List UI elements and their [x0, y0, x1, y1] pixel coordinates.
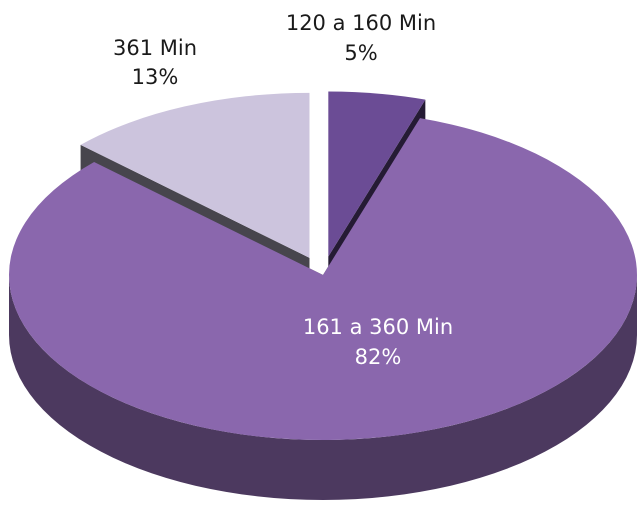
slice-label-361: 361 Min	[113, 36, 197, 60]
slice-value-161-360: 82%	[355, 345, 402, 369]
slice-top-361-min	[80, 92, 310, 258]
slice-side-161-a-360-min	[9, 275, 637, 500]
slice-value-120-160: 5%	[344, 41, 377, 65]
pie-top-layer	[8, 91, 637, 440]
slice-label-120-160: 120 a 160 Min	[286, 11, 436, 35]
slice-label-161-360: 161 a 360 Min	[303, 315, 453, 339]
pie-label-layer: 120 a 160 Min 5% 361 Min 13% 161 a 360 M…	[113, 11, 453, 369]
slice-value-361: 13%	[132, 65, 179, 89]
slice-top-120-a-160-min	[328, 91, 426, 257]
slice-top-161-a-360-min	[8, 118, 637, 440]
